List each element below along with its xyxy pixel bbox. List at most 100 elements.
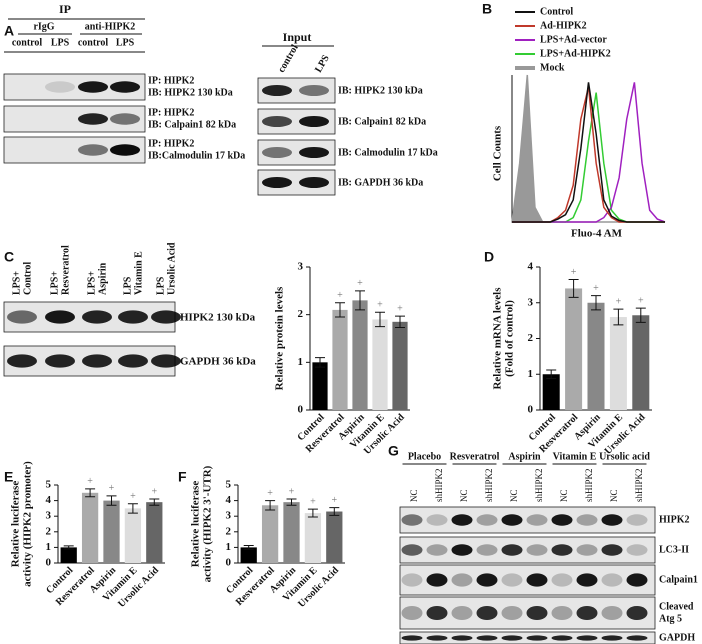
lane-label: LPS [51,37,70,48]
ip-group: rIgG [33,21,54,32]
lane-label: LPS+ [49,271,60,295]
blot-band [262,147,292,158]
error-bar [395,315,405,329]
blot-band [401,514,423,526]
y-tick-label: 1 [46,541,52,553]
lane-label: NC [459,489,469,502]
lane-label: Resveratrol [60,245,71,295]
blot-band [576,573,598,587]
significance: + [397,303,403,314]
lane-label: NC [509,489,519,502]
blot-band [576,544,598,556]
blot-band [426,573,448,587]
blot-label: IB: HIPK2 130 kDa [338,85,423,96]
bar [587,302,605,410]
significance: + [571,267,577,278]
y-tick-label: 3 [528,296,534,308]
error-bar [635,307,646,323]
lane-label: LPS [116,37,135,48]
blot-band [551,514,573,526]
lane-label: shHIPK2 [434,468,444,502]
significance: + [593,283,599,294]
blot-band [601,514,623,526]
lane-label: NC [559,489,569,502]
error-bar [329,507,340,516]
blot-band [118,310,148,324]
panel-letter: A [4,23,14,39]
significance: + [267,488,273,499]
lane-label: shHIPK2 [584,468,594,502]
error-bar [546,369,557,380]
y-tick-label: 1 [298,356,304,368]
blot-label: Calpain1 [659,574,698,585]
bar [146,502,163,563]
bar [632,315,650,410]
significance: + [289,486,295,497]
y-tick-label: 2 [298,308,304,320]
y-axis-label: Relative protein levels [274,286,286,390]
y-tick-label: 5 [46,479,52,491]
blot-band [526,514,548,526]
bar [261,505,279,563]
blot-band [7,310,37,324]
blot-label: IB:Calmodulin 17 kDa [148,150,245,161]
y-axis-label: activity (HIPK2 promoter) [22,461,34,587]
bar [81,492,99,563]
error-bar [591,295,601,311]
lane-label: LPS [122,276,133,295]
blot-band [110,144,140,156]
significance: + [638,295,644,306]
blot-band [426,544,448,556]
y-axis-label: Cell Counts [492,125,504,181]
blot-band [262,177,292,188]
bar [60,547,77,563]
blot-band [476,635,498,641]
significance: + [616,296,622,307]
blot-band [601,573,623,587]
blot-band [601,544,623,556]
blot-band [451,635,473,641]
y-tick-label: 1 [226,541,232,553]
blot-band [576,635,598,641]
blot-band [110,81,140,93]
blot-band [551,573,573,587]
blot-band [501,544,523,556]
blot-band [118,354,148,368]
lane-label: control [78,37,109,48]
blot-band [526,573,548,587]
y-tick-label: 5 [226,479,232,491]
error-bar [307,508,318,518]
error-bar [243,545,254,550]
blot-label: LC3-II [659,544,689,555]
blot-band [551,605,573,621]
blot-band [262,116,292,127]
error-bar [127,503,138,514]
group-label: Resveratrol [450,451,500,462]
blot-band [110,113,140,125]
lane-label: Vitamin E [133,251,144,295]
blot-label: GAPDH 36 kDa [180,356,256,368]
blot-label: GAPDH [659,632,695,643]
lane-label: LPS+ [11,271,22,295]
blot-label: IB: Calmodulin 17 kDa [338,147,438,158]
blot-band [262,85,292,96]
bar [542,374,560,410]
lane-label: LPS [313,53,332,75]
significance: + [331,495,337,506]
blot-band [151,354,181,368]
blot-band [151,310,181,324]
error-bar [149,498,160,506]
lane-label: Aspirin [97,262,108,295]
y-tick-label: 3 [226,510,232,522]
blot-band [626,605,648,621]
blot-band [451,573,473,587]
blot-band [626,544,648,556]
blot-band [501,605,523,621]
blot-band [45,81,75,93]
y-axis-label: Relative luciferase [10,481,22,568]
blot-band [78,144,108,156]
y-tick-label: 3 [298,261,304,273]
y-tick-label: 2 [528,332,534,344]
bar [124,508,142,563]
histogram-line [511,74,665,223]
